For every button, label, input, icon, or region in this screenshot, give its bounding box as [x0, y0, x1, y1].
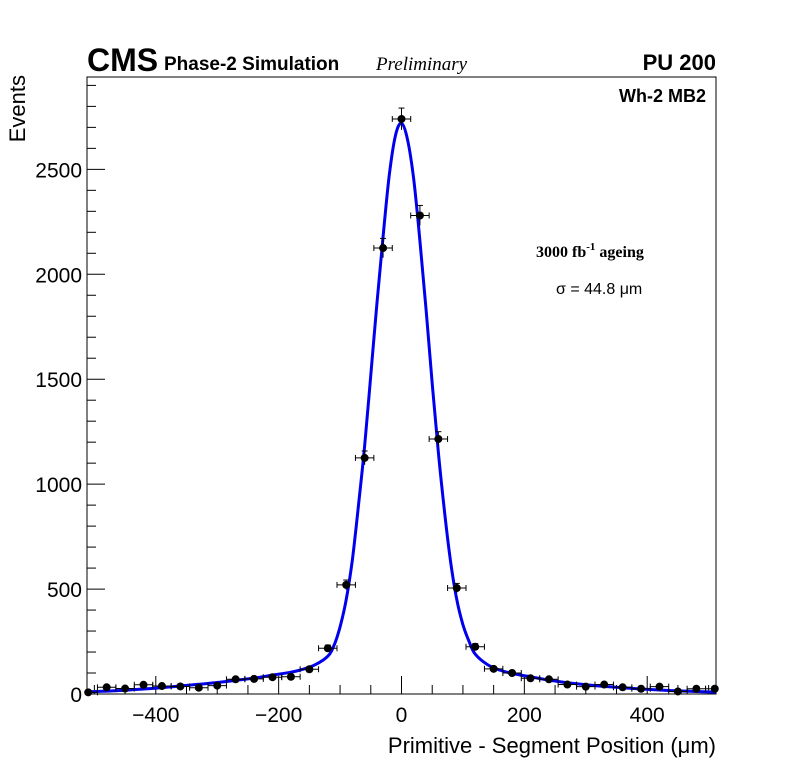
axis-tick-labels: −400 −200 0 200 400 0 500 1000 1500 2000 2500 [35, 159, 664, 727]
axis-ticks [87, 84, 710, 695]
data-point [502, 669, 522, 678]
plot-frame [86, 76, 717, 695]
data-point [447, 582, 467, 593]
y-tick-label: 1000 [35, 474, 82, 497]
x-tick-label: −200 [255, 704, 302, 727]
data-marker [692, 684, 701, 693]
data-point [281, 672, 301, 681]
y-axis-label: Events [5, 75, 30, 142]
cms-label: CMS [87, 42, 158, 78]
ageing-rest: ageing [595, 244, 643, 261]
chart-title: Wh-2 MB2 [619, 86, 706, 106]
data-marker [360, 453, 369, 462]
y-tick-label: 500 [47, 579, 82, 602]
data-marker [176, 682, 185, 691]
data-marker [286, 672, 295, 681]
x-tick-label: 400 [630, 704, 665, 727]
data-point [318, 644, 338, 653]
data-point [115, 684, 135, 693]
data-marker [194, 683, 203, 692]
data-marker [655, 682, 664, 691]
data-point [373, 237, 393, 258]
pileup-label: PU 200 [643, 50, 716, 75]
data-point [152, 682, 172, 691]
data-point [225, 675, 246, 684]
data-marker [415, 211, 424, 220]
status-label: Preliminary [375, 54, 468, 75]
data-point [539, 675, 559, 684]
data-marker [637, 684, 646, 693]
data-marker [157, 682, 166, 691]
data-marker [710, 684, 719, 693]
data-marker [213, 681, 222, 690]
data-marker [102, 683, 111, 692]
data-marker [563, 680, 572, 689]
data-marker [379, 244, 388, 253]
data-marker [397, 114, 406, 123]
data-point [465, 642, 485, 651]
data-marker [84, 688, 93, 697]
data-marker [452, 584, 461, 593]
ageing-main: 3000 fb [536, 244, 586, 261]
x-tick-label: −400 [132, 704, 179, 727]
data-marker [305, 665, 314, 674]
data-marker [323, 644, 332, 653]
data-marker [581, 682, 590, 691]
data-marker [139, 680, 148, 689]
data-marker [434, 435, 443, 444]
data-point [354, 450, 375, 465]
data-point [705, 684, 719, 693]
data-point [391, 107, 412, 130]
data-marker [268, 673, 277, 682]
subtitle-label: Phase-2 Simulation [164, 54, 339, 75]
data-point [686, 684, 707, 693]
data-marker [544, 675, 553, 684]
fit-curve [86, 121, 717, 694]
data-points-layer [84, 107, 719, 697]
data-point [189, 683, 209, 692]
y-tick-label: 0 [70, 684, 82, 707]
fit-layer [86, 121, 717, 694]
data-marker [231, 675, 240, 684]
data-marker [342, 580, 351, 589]
data-point [299, 665, 320, 674]
data-point [483, 664, 504, 673]
y-tick-label: 2500 [35, 159, 82, 182]
data-point [244, 674, 264, 683]
data-marker [618, 683, 627, 692]
x-tick-label: 0 [396, 704, 408, 727]
data-point [428, 431, 449, 447]
x-tick-label: 200 [507, 704, 542, 727]
y-tick-label: 1500 [35, 369, 82, 392]
data-point [557, 680, 578, 689]
data-marker [250, 674, 259, 683]
data-marker [673, 687, 682, 696]
ageing-sup: -1 [586, 241, 595, 253]
x-axis-label: Primitive - Segment Position (μm) [388, 733, 716, 758]
data-marker [471, 642, 480, 651]
data-point [170, 682, 191, 691]
ageing-annotation: 3000 fb-1 ageing [536, 241, 644, 261]
data-point [336, 579, 356, 590]
data-marker [600, 680, 609, 689]
data-point [410, 204, 430, 226]
sigma-annotation: σ = 44.8 μm [556, 281, 642, 298]
data-marker [121, 684, 130, 693]
data-marker [489, 664, 498, 673]
data-marker [508, 669, 517, 678]
data-point [649, 682, 670, 691]
data-point [207, 681, 227, 690]
y-tick-label: 2000 [35, 264, 82, 287]
data-point [84, 688, 98, 697]
data-marker [526, 674, 535, 683]
